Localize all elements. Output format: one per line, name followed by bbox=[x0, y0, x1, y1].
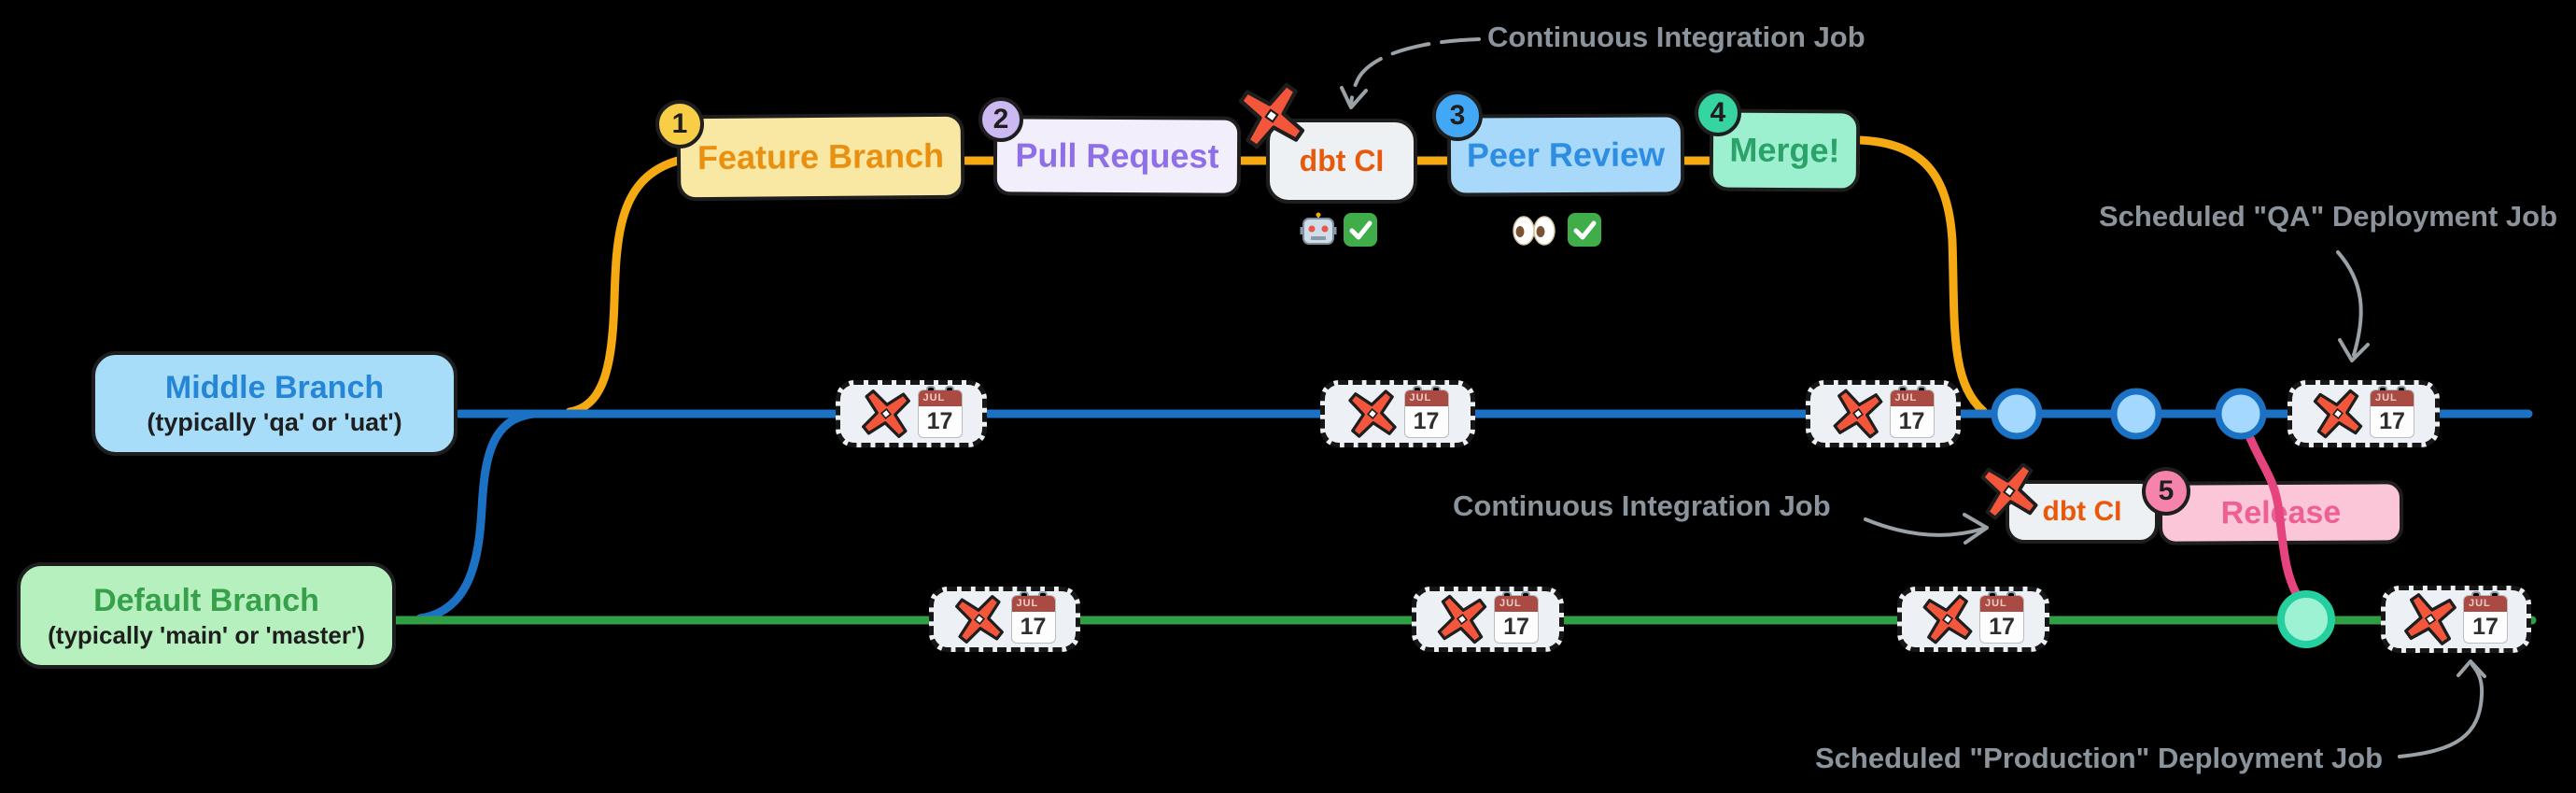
middle-branch-label-box: Middle Branch (typically 'qa' or 'uat') bbox=[91, 351, 457, 456]
qa-arrowhead bbox=[2338, 338, 2370, 362]
check-icon bbox=[1344, 213, 1377, 247]
ci-top-arrowhead bbox=[1340, 86, 1368, 109]
production-deployment-annotation: Scheduled "Production" Deployment Job bbox=[1815, 742, 2384, 774]
default-branch-title: Default Branch bbox=[93, 582, 319, 618]
production-deployment-job-box: JUL 17 bbox=[2381, 586, 2531, 653]
dbt-logo-icon bbox=[1922, 594, 1973, 644]
dbt-logo-icon bbox=[861, 389, 910, 438]
commit-node bbox=[1991, 388, 2043, 440]
dbt-logo-icon bbox=[1238, 82, 1305, 149]
qa-deployment-job-box: JUL 17 bbox=[2287, 380, 2440, 447]
peer-review-box: Peer Review bbox=[1446, 113, 1685, 197]
dbt-scheduled-job-box: JUL 17 bbox=[1412, 587, 1564, 652]
qa-arrow bbox=[2336, 250, 2363, 357]
dbt-logo-icon bbox=[1833, 389, 1882, 439]
dbt-scheduled-job-box: JUL 17 bbox=[1806, 380, 1961, 447]
default-branch-subtitle: (typically 'main' or 'master') bbox=[48, 621, 365, 649]
calendar-icon: JUL 17 bbox=[1011, 591, 1055, 643]
step-4-badge: 4 bbox=[1695, 90, 1741, 136]
dbt-logo-icon bbox=[1347, 389, 1397, 438]
middle-branch-title: Middle Branch bbox=[164, 369, 385, 405]
production-arrow bbox=[2398, 663, 2485, 758]
qa-deployment-annotation: Scheduled "QA" Deployment Job bbox=[2099, 200, 2558, 233]
calendar-icon: JUL 17 bbox=[1404, 386, 1448, 437]
commit-node bbox=[2110, 388, 2162, 440]
ci-mid-annotation: Continuous Integration Job bbox=[1453, 489, 1831, 522]
step-3-badge: 3 bbox=[1432, 91, 1483, 141]
dbt-scheduled-job-box: JUL 17 bbox=[1897, 587, 2049, 652]
feature-branch-box: Feature Branch bbox=[676, 112, 965, 202]
calendar-icon: JUL 17 bbox=[2464, 591, 2507, 643]
dbt-logo-icon bbox=[2313, 389, 2363, 439]
pull-request-box: Pull Request bbox=[992, 115, 1242, 197]
default-branch-label-box: Default Branch (typically 'main' or 'mas… bbox=[17, 562, 396, 669]
calendar-icon: JUL 17 bbox=[1980, 591, 2023, 643]
dbt-logo-icon bbox=[2404, 593, 2456, 645]
calendar-icon: JUL 17 bbox=[1495, 591, 1538, 643]
middle-branch-subtitle: (typically 'qa' or 'uat') bbox=[147, 408, 402, 437]
release-box: Release bbox=[2158, 480, 2404, 545]
ci-top-annotation: Continuous Integration Job bbox=[1487, 21, 1865, 53]
dbt-scheduled-job-box: JUL 17 bbox=[929, 587, 1080, 652]
dbt-logo-icon bbox=[1437, 594, 1487, 644]
commit-node bbox=[2215, 388, 2267, 440]
robot-icon bbox=[1300, 212, 1337, 245]
step-2-badge: 2 bbox=[978, 97, 1023, 142]
calendar-icon: JUL 17 bbox=[1890, 386, 1934, 437]
production-arrowhead bbox=[2456, 659, 2486, 678]
ci-mid-arrow bbox=[1864, 517, 1985, 537]
calendar-icon: JUL 17 bbox=[2371, 386, 2414, 437]
dbt-logo-icon bbox=[1980, 462, 2038, 520]
dbt-ci-box-2: dbt CI bbox=[2006, 480, 2159, 544]
dbt-scheduled-job-box: JUL 17 bbox=[1320, 380, 1475, 447]
check-icon bbox=[1568, 213, 1601, 247]
feature-branch-curve-right bbox=[1855, 135, 1988, 416]
calendar-icon: JUL 17 bbox=[918, 386, 962, 437]
step-1-badge: 1 bbox=[655, 100, 704, 149]
dbt-scheduled-job-box: JUL 17 bbox=[836, 380, 987, 447]
ci-mid-arrowhead bbox=[1963, 513, 1989, 545]
step-5-badge: 5 bbox=[2142, 467, 2190, 516]
release-commit-node bbox=[2277, 590, 2335, 648]
eyes-icon bbox=[1513, 216, 1555, 246]
feature-branch-curve-left bbox=[565, 156, 683, 417]
dbt-logo-icon bbox=[954, 595, 1004, 644]
